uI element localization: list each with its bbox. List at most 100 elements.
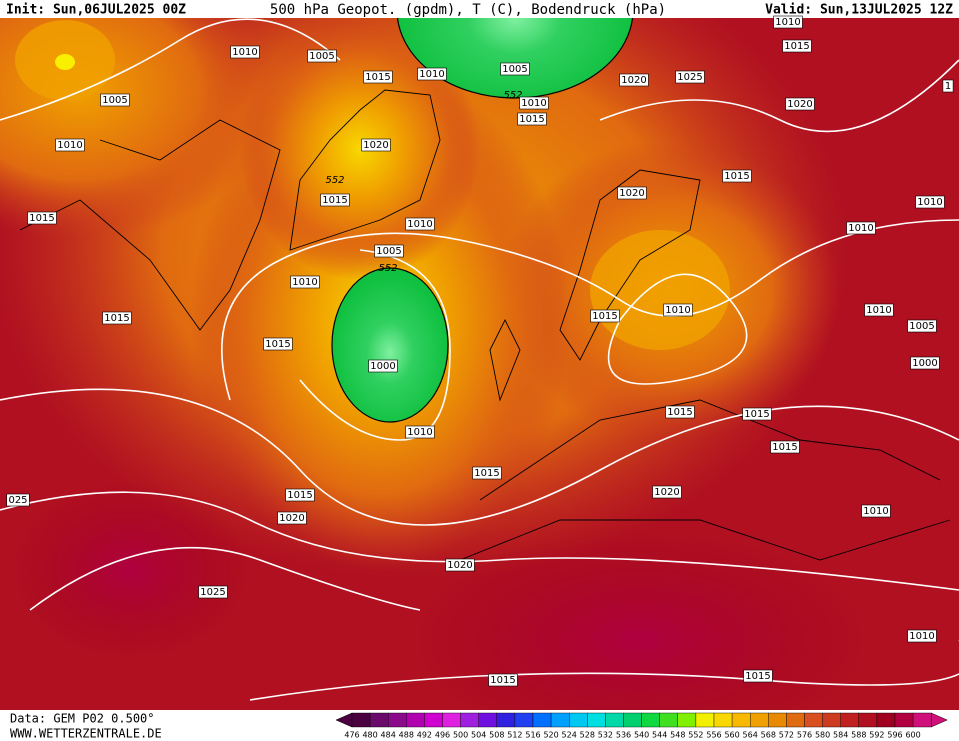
colorbar-label: 584 xyxy=(833,731,848,740)
colorbar-label: 556 xyxy=(706,731,721,740)
colorbar-label: 504 xyxy=(471,731,486,740)
isobar-label: 1020 xyxy=(654,487,679,498)
isobar-label-box xyxy=(743,669,773,683)
isobar-label: 1020 xyxy=(621,75,646,86)
colorbar-label: 596 xyxy=(887,731,902,740)
colorbar-label: 588 xyxy=(851,731,866,740)
isobar-label-box xyxy=(320,193,350,207)
isobar-label: 1015 xyxy=(474,468,499,479)
colorbar-cell xyxy=(460,712,479,728)
isobar-label-box xyxy=(907,319,937,333)
isobar-label-box xyxy=(263,337,293,351)
isobar-label-box xyxy=(290,275,320,289)
colorbar-cell xyxy=(659,712,679,728)
isobar-label-box xyxy=(445,558,475,572)
isobar-label: 1010 xyxy=(917,197,942,208)
isobar-label: 1010 xyxy=(407,427,432,438)
isobar-label: 1015 xyxy=(519,114,544,125)
colorbar-cell xyxy=(388,712,407,728)
colorbar-label: 496 xyxy=(435,731,450,740)
colorbar-label: 592 xyxy=(869,731,884,740)
colorbar-cell xyxy=(786,712,805,728)
isobar-label: 1010 xyxy=(521,98,546,109)
isobar-label-box xyxy=(915,195,945,209)
isobar-label: 1015 xyxy=(322,195,347,206)
isobar-label: 1000 xyxy=(912,358,937,369)
colorbar-cell xyxy=(623,712,642,728)
colorbar-label: 516 xyxy=(525,731,540,740)
isobar-label: 1005 xyxy=(102,95,127,106)
isobar-label-box xyxy=(665,405,695,419)
colorbar-cell xyxy=(442,712,461,728)
colorbar-label: 600 xyxy=(905,731,920,740)
colorbar-label: 484 xyxy=(381,731,396,740)
isobar-label: 1015 xyxy=(667,407,692,418)
colorbar-cell xyxy=(478,712,498,728)
init-time: Init: Sun,06JUL2025 00Z xyxy=(6,3,186,18)
isobar-label: 1010 xyxy=(419,69,444,80)
isobar-label: 1010 xyxy=(848,223,873,234)
colorbar-cell xyxy=(641,712,660,728)
isobar-label: 1020 xyxy=(447,560,472,571)
colorbar-label: 576 xyxy=(797,731,812,740)
isobar-label-box xyxy=(773,15,803,29)
isobar-label: 1015 xyxy=(772,442,797,453)
geopotential-label: 552 xyxy=(378,263,397,274)
isobar-label-box xyxy=(374,244,404,258)
isobar-label: 1005 xyxy=(309,51,334,62)
colorbar-label: 548 xyxy=(670,731,685,740)
colorbar-label: 480 xyxy=(362,731,377,740)
header-bar xyxy=(0,0,959,18)
geopotential-label: 552 xyxy=(503,90,522,101)
colorbar-cell xyxy=(713,712,733,728)
isobar-label: 1015 xyxy=(784,41,809,52)
colorbar-cell xyxy=(369,712,389,728)
isobar-label-box xyxy=(363,70,393,84)
geopotential-label: 552 xyxy=(325,175,344,186)
isobar-label: 1010 xyxy=(909,631,934,642)
colorbar-cell xyxy=(822,712,841,728)
colorbar-cell xyxy=(840,712,860,728)
isobar-label: 1010 xyxy=(232,47,257,58)
isobar-label: 1010 xyxy=(863,506,888,517)
colorbar-cell xyxy=(731,712,751,728)
isobar-label-box xyxy=(517,112,547,126)
colorbar-label: 492 xyxy=(417,731,432,740)
colorbar-label: 560 xyxy=(724,731,739,740)
colorbar-label: 528 xyxy=(580,731,595,740)
isobar-label-box xyxy=(590,309,620,323)
colorbar-cell xyxy=(750,712,769,728)
isobar-label: 1010 xyxy=(866,305,891,316)
isobar-label-box xyxy=(910,356,940,370)
colorbar-label: 572 xyxy=(779,731,794,740)
isobar-label: 1000 xyxy=(370,361,395,372)
isobar-label-box xyxy=(861,504,891,518)
isobar-label: 1020 xyxy=(619,188,644,199)
isobar-label-box xyxy=(675,70,705,84)
isobar-label-box xyxy=(942,79,954,93)
isobar-label-box xyxy=(846,221,876,235)
valid-time: Valid: Sun,13JUL2025 12Z xyxy=(765,3,953,18)
colorbar-cell xyxy=(858,712,878,728)
colorbar-cell xyxy=(406,712,425,728)
colorbar-label: 540 xyxy=(634,731,649,740)
isobar-label-box xyxy=(519,96,549,110)
colorbar-label: 580 xyxy=(815,731,830,740)
isobar-label-box xyxy=(405,217,435,231)
isobar-label-box xyxy=(55,138,85,152)
isobar-label-box xyxy=(405,425,435,439)
isobar-label-box xyxy=(230,45,260,59)
data-source: Data: GEM P02 0.500° xyxy=(10,712,155,726)
colorbar-label: 520 xyxy=(543,731,558,740)
isobar-label: 1005 xyxy=(502,64,527,75)
isobar-label-box xyxy=(782,39,812,53)
isobar-label-box xyxy=(617,186,647,200)
isobar-label: 1015 xyxy=(365,72,390,83)
colorbar-cell xyxy=(496,712,516,728)
isobar-label-box xyxy=(285,488,315,502)
isobar-label-box xyxy=(663,303,693,317)
isobar-label: 1010 xyxy=(665,305,690,316)
colorbar-label: 500 xyxy=(453,731,468,740)
